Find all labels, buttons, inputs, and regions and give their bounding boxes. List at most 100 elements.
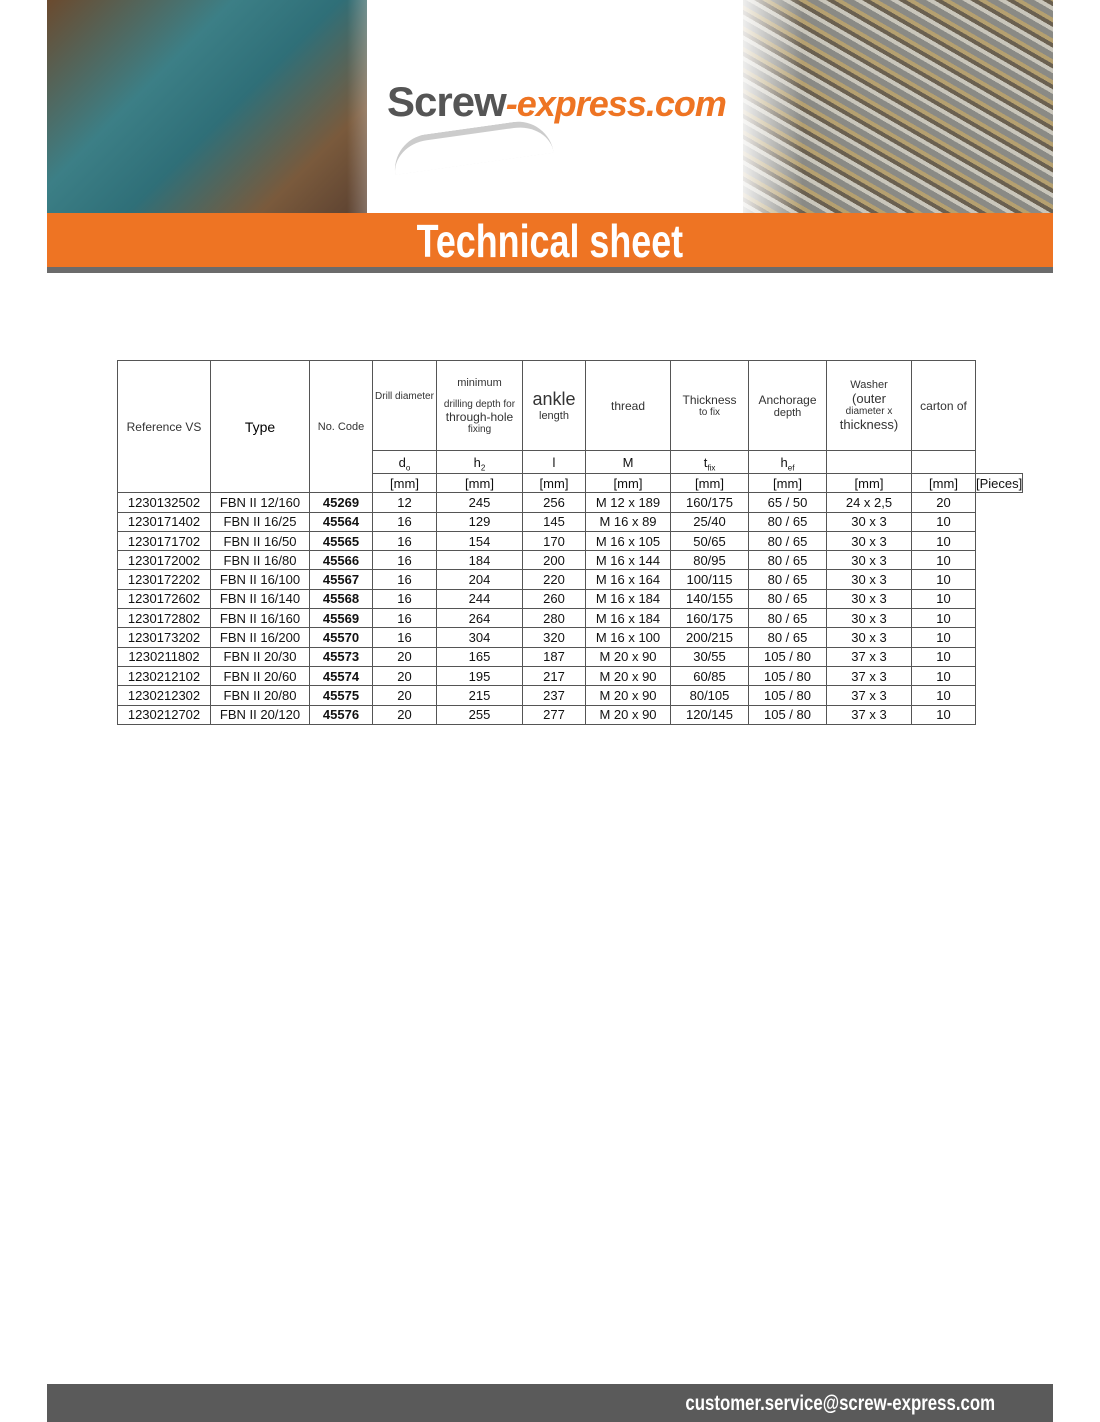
- table-row: 1230212302 FBN II 20/80 45575 20 215 237 M 20 …: [117, 685, 1023, 706]
- header-type: Type: [210, 359, 310, 494]
- unit-cell: [mm]: [670, 472, 749, 494]
- unit-cell: [mm]: [522, 472, 586, 494]
- symbol-m: M: [585, 450, 671, 474]
- screws-photo: [733, 0, 1053, 213]
- symbol-d: do: [372, 450, 437, 474]
- header-carton: carton of: [911, 360, 976, 451]
- table-cell: FBN II 16/50: [210, 530, 310, 552]
- header-thickness: Thickness to fix: [670, 360, 749, 451]
- table-cell: 10: [911, 550, 976, 571]
- table-cell: 10: [911, 627, 976, 648]
- header-code: No. Code: [309, 359, 373, 494]
- table-cell: 45569: [309, 608, 373, 629]
- table-cell: 304: [436, 627, 523, 648]
- unit-cell: [mm]: [911, 472, 976, 494]
- table-cell: 80 / 65: [748, 627, 827, 648]
- table-cell: 30 x 3: [826, 588, 912, 610]
- table-row: 1230173202 FBN II 16/200 45570 16 304 320 M 16…: [117, 627, 1023, 648]
- divider: [47, 267, 1053, 273]
- spec-table: Reference VS Type No. Code Drill diamete…: [117, 359, 1024, 725]
- table-cell: 16: [372, 530, 437, 552]
- unit-cell: [mm]: [826, 472, 912, 494]
- table-cell: 154: [436, 530, 523, 552]
- table-cell: 80/105: [670, 685, 749, 706]
- symbol-l: l: [522, 450, 586, 474]
- table-cell: 187: [522, 646, 586, 667]
- table-cell: 80 / 65: [748, 530, 827, 552]
- table-cell: 1230212702: [117, 704, 211, 725]
- table-row: 1230171402 FBN II 16/25 45564 16 129 145 M 16 …: [117, 511, 1023, 532]
- symbol-row: do h2 l M tfix hef: [118, 450, 1023, 474]
- table-cell: 80 / 65: [748, 608, 827, 629]
- table-cell: M 16 x 184: [585, 608, 671, 629]
- table-cell: M 12 x 189: [585, 492, 671, 513]
- table-cell: FBN II 16/160: [210, 608, 310, 629]
- table-cell: 260: [522, 588, 586, 610]
- table-cell: 12: [372, 492, 437, 513]
- table-cell: M 16 x 184: [585, 588, 671, 610]
- table-cell: 45567: [309, 569, 373, 590]
- table-row: 1230212702 FBN II 20/120 45576 20 255 277 M 20…: [117, 704, 1023, 725]
- page-title: Technical sheet: [416, 215, 684, 267]
- table-cell: 1230212102: [117, 665, 211, 687]
- table-cell: 45576: [309, 704, 373, 725]
- table-cell: 277: [522, 704, 586, 725]
- table-cell: 45568: [309, 588, 373, 610]
- header-banner: Screw-express.com: [47, 0, 1053, 213]
- table-cell: 37 x 3: [826, 646, 912, 667]
- table-cell: 184: [436, 550, 523, 571]
- header-thread: thread: [585, 360, 671, 451]
- table-cell: M 16 x 105: [585, 530, 671, 552]
- table-row: 1230132502 FBN II 12/160 45269 12 245 256 M 12…: [117, 492, 1023, 513]
- table-cell: M 20 x 90: [585, 704, 671, 725]
- table-cell: 145: [522, 511, 586, 532]
- unit-cell: [mm]: [748, 472, 827, 494]
- table-row: 1230172602 FBN II 16/140 45568 16 244 260 M 16…: [117, 588, 1023, 610]
- table-cell: 105 / 80: [748, 685, 827, 706]
- table-row: 1230212102 FBN II 20/60 45574 20 195 217 M 20 …: [117, 665, 1023, 687]
- table-cell: 10: [911, 569, 976, 590]
- table-cell: 37 x 3: [826, 685, 912, 706]
- table-cell: M 16 x 144: [585, 550, 671, 571]
- table-cell: 45566: [309, 550, 373, 571]
- table-cell: M 16 x 164: [585, 569, 671, 590]
- table-cell: 80 / 65: [748, 550, 827, 571]
- table-cell: 45564: [309, 511, 373, 532]
- table-cell: 20: [372, 646, 437, 667]
- table-cell: 160/175: [670, 608, 749, 629]
- unit-cell: [mm]: [372, 472, 437, 494]
- table-cell: 30 x 3: [826, 569, 912, 590]
- header-depth: minimum drilling depth for through-hole fix…: [436, 360, 523, 451]
- symbol-tfix: tfix: [670, 450, 749, 474]
- symbol-empty: [911, 450, 976, 474]
- table-cell: 16: [372, 608, 437, 629]
- table-cell: 45574: [309, 665, 373, 687]
- table-cell: FBN II 12/160: [210, 492, 310, 513]
- header-ankle: ankle length: [522, 360, 586, 451]
- table-cell: 45570: [309, 627, 373, 648]
- table-cell: 45575: [309, 685, 373, 706]
- logo-accent: -express.com: [505, 83, 727, 124]
- table-cell: 264: [436, 608, 523, 629]
- table-cell: FBN II 16/200: [210, 627, 310, 648]
- header-anchorage: Anchorage depth: [748, 360, 827, 451]
- table-cell: 24 x 2,5: [826, 492, 912, 513]
- table-cell: 30 x 3: [826, 550, 912, 571]
- table-cell: FBN II 20/120: [210, 704, 310, 725]
- table-cell: 10: [911, 608, 976, 629]
- table-cell: 37 x 3: [826, 704, 912, 725]
- table-row: 1230172202 FBN II 16/100 45567 16 204 220 M 16…: [117, 569, 1023, 590]
- table-cell: 237: [522, 685, 586, 706]
- table-cell: 25/40: [670, 511, 749, 532]
- table-row: 1230171702 FBN II 16/50 45565 16 154 170 M 16 …: [117, 530, 1023, 552]
- table-cell: 1230172602: [117, 588, 211, 610]
- table-cell: 65 / 50: [748, 492, 827, 513]
- table-row: 1230172002 FBN II 16/80 45566 16 184 200 M 16 …: [117, 550, 1023, 571]
- table-cell: 16: [372, 588, 437, 610]
- header-row: Reference VS Type No. Code Drill diamete…: [117, 359, 1023, 494]
- table-cell: 204: [436, 569, 523, 590]
- contact-email[interactable]: customer.service@screw-express.com: [685, 1392, 995, 1415]
- table-cell: 165: [436, 646, 523, 667]
- table-cell: 16: [372, 627, 437, 648]
- table-cell: 256: [522, 492, 586, 513]
